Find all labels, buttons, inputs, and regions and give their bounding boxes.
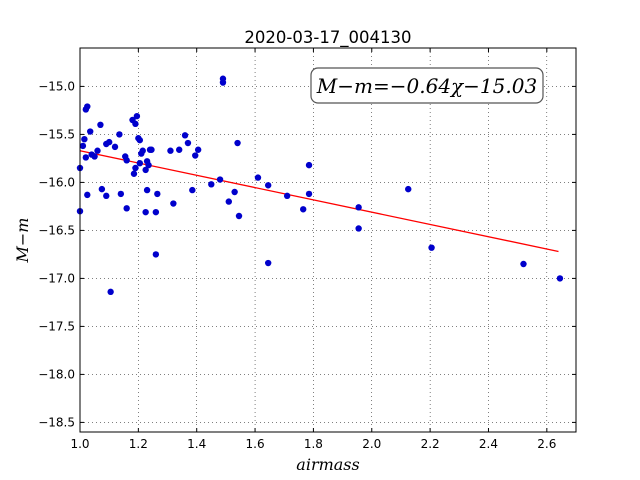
annotation-box [310,67,544,104]
chart-title: 2020-03-17_004130 [244,28,411,48]
data-point [91,153,98,160]
fit-line-group [79,150,559,253]
x-axis-title: airmass [296,455,359,474]
data-point [98,185,106,193]
data-point [103,192,110,200]
data-points [76,75,564,296]
data-point [123,157,130,164]
data-point [520,260,527,268]
y-tick-label: −18.5 [38,415,75,429]
data-point [94,147,101,154]
data-point [225,198,232,205]
y-tick-label: −18.0 [38,367,75,381]
data-point [192,152,199,159]
y-tick-label: −16.0 [38,175,75,189]
data-point [116,131,123,138]
x-tick-label: 1.6 [246,437,265,451]
y-tick-label: −16.5 [38,223,75,237]
data-point [152,208,160,216]
fit-equation: M−m=−0.64χ−15.03 [316,74,537,98]
y-axis-title: M−m [13,218,32,264]
data-point [208,181,215,188]
data-point [264,259,272,267]
data-point [355,225,362,232]
x-tick-label: 2.0 [362,437,381,451]
data-point [170,200,177,207]
data-point [142,166,149,174]
data-point [194,146,202,153]
data-point [130,170,138,177]
data-point [216,176,224,183]
data-point [136,160,144,167]
data-point [148,146,155,153]
data-point [305,190,313,198]
y-tick-label: −15.0 [38,79,75,93]
data-point [79,142,87,150]
data-point [139,147,146,154]
data-point [355,204,362,211]
x-tick-label: 1.8 [304,437,323,451]
y-tick-label: −15.5 [38,127,75,141]
data-point [143,186,151,194]
data-point [152,251,160,258]
data-point [184,139,192,147]
data-point [84,191,91,199]
data-point [117,190,125,198]
fit-line [79,150,559,253]
data-point [234,139,241,147]
data-point [556,275,564,282]
data-point [235,212,243,220]
x-tick-label: 1.2 [129,437,148,451]
y-tick-label: −17.0 [38,271,75,285]
data-point [231,188,238,196]
x-tick-label: 2.4 [479,437,498,451]
data-point [167,147,174,154]
data-point [154,190,161,198]
data-point [123,205,130,212]
plot-frame [79,47,577,433]
x-tick-label: 1.0 [70,437,89,451]
data-point [219,79,227,86]
data-point [82,154,90,161]
data-point [81,136,88,143]
data-point [142,208,149,216]
axis-ticks: 1.0 1.2 1.4 1.6 1.8 2.0 2.2 2.4 2.6 −18.5 −18.0 −17… [38,48,576,451]
data-point [132,164,139,172]
fit-annotation-box: M−m=−0.64χ−15.03 [310,67,544,104]
data-point [405,185,412,193]
data-point [283,192,291,200]
data-point [107,288,114,296]
data-point [132,120,139,128]
data-point [105,138,113,146]
data-point [97,121,104,128]
data-point [254,174,262,181]
x-tick-label: 1.4 [187,437,206,451]
data-point [300,206,307,213]
data-point [305,161,313,169]
x-tick-label: 2.6 [537,437,556,451]
x-tick-label: 2.2 [421,437,440,451]
data-point [136,136,144,144]
data-point [189,186,196,194]
data-point [133,112,141,120]
data-point [176,146,183,153]
data-point [264,182,272,189]
data-point [84,103,91,110]
data-point [111,143,119,151]
y-tick-label: −17.5 [38,319,75,333]
data-point [87,128,94,135]
data-point [181,132,189,139]
data-point [428,244,435,251]
data-point [145,161,152,169]
